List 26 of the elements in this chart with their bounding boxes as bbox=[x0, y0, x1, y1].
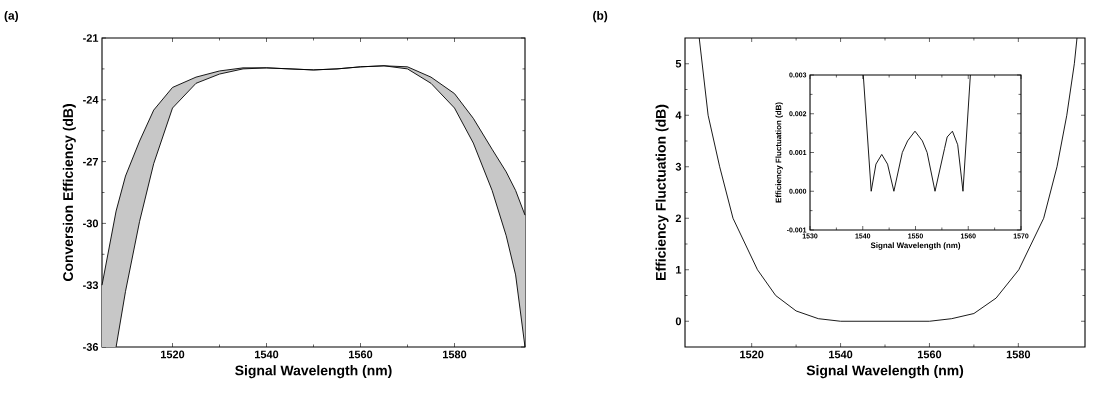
text: (a) bbox=[4, 10, 19, 23]
y-tick-label: 4 bbox=[675, 111, 682, 120]
y-tick-label: 0 bbox=[675, 317, 682, 326]
y-tick-label: -30 bbox=[83, 219, 99, 228]
text: (b) bbox=[593, 10, 608, 23]
y-tick-label: -36 bbox=[83, 343, 99, 351]
x-tick-label: 1560 bbox=[917, 350, 942, 359]
x-tick-label: 1520 bbox=[161, 350, 185, 359]
x-tick-label: 1520 bbox=[740, 350, 764, 359]
x-tick-label: 1580 bbox=[443, 350, 467, 359]
y-tick-label: 3 bbox=[675, 162, 682, 171]
x-axis-title: Signal Wavelength (nm) bbox=[806, 365, 964, 379]
y-tick-label: -27 bbox=[83, 157, 98, 166]
y-tick-label: 1 bbox=[676, 265, 682, 274]
y-axis-title: Efficiency Fluctuation (dB) bbox=[655, 104, 669, 280]
x-tick-label: 1540 bbox=[829, 350, 853, 359]
x-axis-title: Signal Wavelength (nm) bbox=[235, 365, 392, 379]
x-tick-label: 1580 bbox=[1006, 350, 1031, 359]
y-tick-label: -21 bbox=[83, 34, 99, 42]
y-tick-label: -33 bbox=[83, 281, 99, 290]
x-tick-label: 1560 bbox=[349, 350, 373, 359]
y-axis-title: Conversion Efficiency (dB) bbox=[62, 104, 76, 282]
y-tick-label: -24 bbox=[83, 95, 99, 104]
y-tick-label: 2 bbox=[675, 214, 682, 223]
x-tick-label: 1540 bbox=[255, 350, 279, 359]
y-tick-label: 5 bbox=[675, 59, 682, 68]
